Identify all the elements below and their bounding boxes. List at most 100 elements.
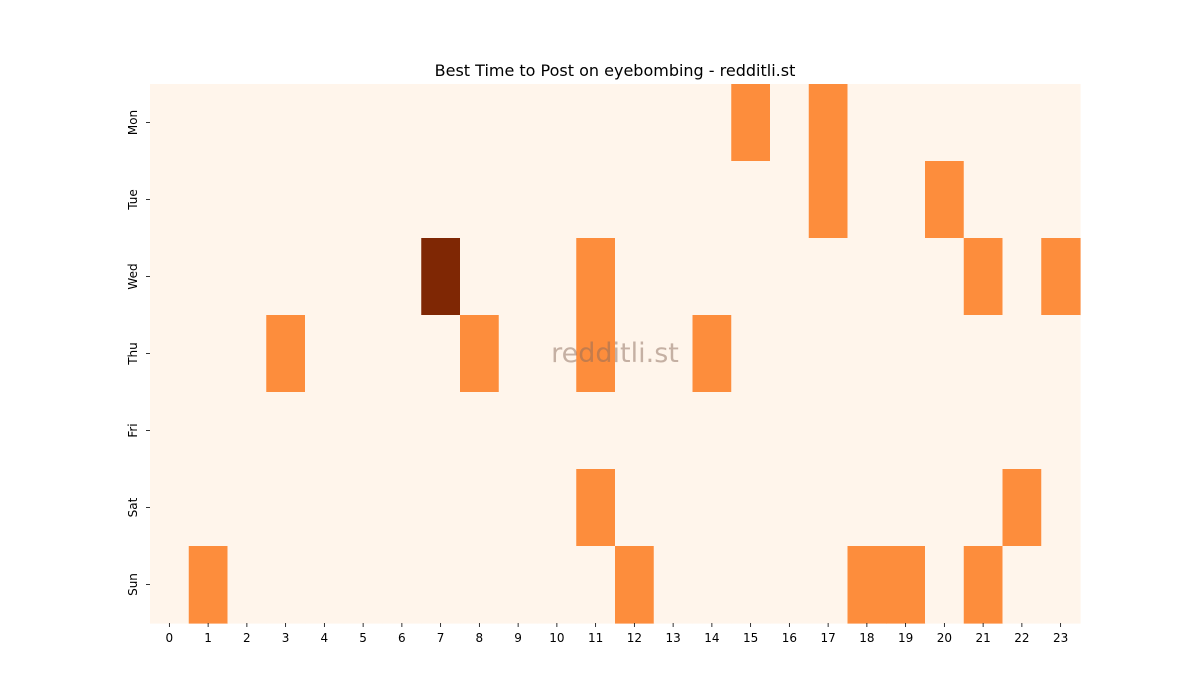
heatmap-cell-fri-14 bbox=[692, 392, 732, 470]
heatmap-cell-sat-6 bbox=[382, 469, 422, 547]
heatmap-cell-tue-22 bbox=[1002, 161, 1042, 239]
y-tick-label: Mon bbox=[126, 110, 140, 135]
x-tick-label: 19 bbox=[898, 631, 913, 645]
heatmap-cell-wed-19 bbox=[886, 238, 926, 316]
heatmap-cell-mon-16 bbox=[770, 84, 810, 162]
heatmap-cell-thu-2 bbox=[227, 315, 267, 393]
x-tick-label: 12 bbox=[627, 631, 642, 645]
heatmap-cell-sun-22 bbox=[1002, 546, 1042, 624]
heatmap-cell-wed-20 bbox=[925, 238, 965, 316]
x-tick-label: 21 bbox=[975, 631, 990, 645]
heatmap-cell-sun-6 bbox=[382, 546, 422, 624]
heatmap-cell-sat-0 bbox=[150, 469, 190, 547]
heatmap-cell-wed-12 bbox=[615, 238, 655, 316]
x-tick-label: 5 bbox=[359, 631, 367, 645]
x-tick-label: 23 bbox=[1053, 631, 1068, 645]
heatmap-cell-tue-10 bbox=[537, 161, 577, 239]
heatmap-cell-fri-11 bbox=[576, 392, 616, 470]
heatmap-cell-sun-5 bbox=[343, 546, 384, 624]
heatmap-cell-mon-6 bbox=[382, 84, 422, 162]
heatmap-cell-mon-8 bbox=[460, 84, 500, 162]
x-tick-label: 9 bbox=[514, 631, 522, 645]
heatmap-cell-mon-0 bbox=[150, 84, 190, 162]
heatmap-cell-fri-9 bbox=[498, 392, 539, 470]
chart-title: Best Time to Post on eyebombing - reddit… bbox=[435, 61, 796, 80]
heatmap-cell-wed-18 bbox=[847, 238, 887, 316]
heatmap-cell-sat-15 bbox=[731, 469, 771, 547]
heatmap-cell-sun-2 bbox=[227, 546, 267, 624]
heatmap-cell-mon-15 bbox=[731, 84, 771, 162]
x-tick-label: 8 bbox=[476, 631, 484, 645]
heatmap-cell-sun-4 bbox=[305, 546, 345, 624]
x-tick-label: 10 bbox=[549, 631, 564, 645]
heatmap-cell-wed-14 bbox=[692, 238, 732, 316]
heatmap-cell-wed-1 bbox=[188, 238, 229, 316]
heatmap-cell-tue-9 bbox=[498, 161, 539, 239]
heatmap-cell-mon-4 bbox=[305, 84, 345, 162]
heatmap-cell-sun-0 bbox=[150, 546, 190, 624]
x-tick-label: 7 bbox=[437, 631, 445, 645]
x-tick-label: 13 bbox=[665, 631, 680, 645]
x-tick-label: 6 bbox=[398, 631, 406, 645]
heatmap-cell-fri-12 bbox=[615, 392, 655, 470]
heatmap-cell-sat-17 bbox=[808, 469, 849, 547]
heatmap-cell-fri-3 bbox=[266, 392, 306, 470]
y-axis: Mon Tue Wed Thu Fri Sat Sun bbox=[126, 110, 150, 596]
heatmap-cell-sun-20 bbox=[925, 546, 965, 624]
y-tick-label: Tue bbox=[126, 189, 140, 211]
heatmap-cell-tue-12 bbox=[615, 161, 655, 239]
heatmap-cell-fri-13 bbox=[653, 392, 694, 470]
heatmap-cell-fri-5 bbox=[343, 392, 384, 470]
heatmap-cell-sat-16 bbox=[770, 469, 810, 547]
heatmap-cell-sat-3 bbox=[266, 469, 306, 547]
heatmap-cell-wed-21 bbox=[963, 238, 1004, 316]
heatmap-cell-sat-2 bbox=[227, 469, 267, 547]
heatmap-cell-fri-4 bbox=[305, 392, 345, 470]
heatmap-cell-thu-12 bbox=[615, 315, 655, 393]
heatmap-cell-wed-23 bbox=[1041, 238, 1081, 316]
heatmap-cell-tue-7 bbox=[421, 161, 461, 239]
heatmap-cell-sat-13 bbox=[653, 469, 694, 547]
heatmap-cell-sat-7 bbox=[421, 469, 461, 547]
heatmap-cell-thu-9 bbox=[498, 315, 539, 393]
heatmap-cell-fri-21 bbox=[963, 392, 1004, 470]
heatmap-cell-wed-7 bbox=[421, 238, 461, 316]
x-tick-label: 3 bbox=[282, 631, 290, 645]
heatmap-cell-mon-21 bbox=[963, 84, 1004, 162]
watermark-text: redditli.st bbox=[551, 338, 679, 369]
heatmap-cell-sat-21 bbox=[963, 469, 1004, 547]
heatmap-cell-sat-8 bbox=[460, 469, 500, 547]
heatmap-cell-tue-1 bbox=[188, 161, 229, 239]
heatmap-cell-tue-11 bbox=[576, 161, 616, 239]
heatmap-cell-tue-16 bbox=[770, 161, 810, 239]
heatmap-cell-mon-19 bbox=[886, 84, 926, 162]
heatmap-cell-sat-18 bbox=[847, 469, 887, 547]
heatmap-cell-tue-14 bbox=[692, 161, 732, 239]
heatmap-cell-sat-23 bbox=[1041, 469, 1081, 547]
x-tick-label: 14 bbox=[704, 631, 719, 645]
heatmap-cell-tue-5 bbox=[343, 161, 384, 239]
heatmap-cell-sat-12 bbox=[615, 469, 655, 547]
y-tick-label: Wed bbox=[126, 263, 140, 289]
heatmap-cell-tue-17 bbox=[808, 161, 849, 239]
heatmap-cell-wed-22 bbox=[1002, 238, 1042, 316]
heatmap-cell-thu-13 bbox=[653, 315, 694, 393]
heatmap-cell-wed-5 bbox=[343, 238, 384, 316]
heatmap-cell-tue-15 bbox=[731, 161, 771, 239]
heatmap-cell-sat-4 bbox=[305, 469, 345, 547]
heatmap-cell-sat-19 bbox=[886, 469, 926, 547]
heatmap-cell-fri-1 bbox=[188, 392, 229, 470]
heatmap-cell-thu-21 bbox=[963, 315, 1004, 393]
heatmap-cell-thu-3 bbox=[266, 315, 306, 393]
heatmap-cell-wed-16 bbox=[770, 238, 810, 316]
heatmap-cell-thu-16 bbox=[770, 315, 810, 393]
heatmap-cell-thu-10 bbox=[537, 315, 577, 393]
heatmap-cell-mon-9 bbox=[498, 84, 539, 162]
heatmap-cell-sun-14 bbox=[692, 546, 732, 624]
x-tick-label: 0 bbox=[166, 631, 174, 645]
heatmap-cell-sun-11 bbox=[576, 546, 616, 624]
heatmap-cell-tue-0 bbox=[150, 161, 190, 239]
heatmap-cell-thu-22 bbox=[1002, 315, 1042, 393]
heatmap-cell-sun-23 bbox=[1041, 546, 1081, 624]
